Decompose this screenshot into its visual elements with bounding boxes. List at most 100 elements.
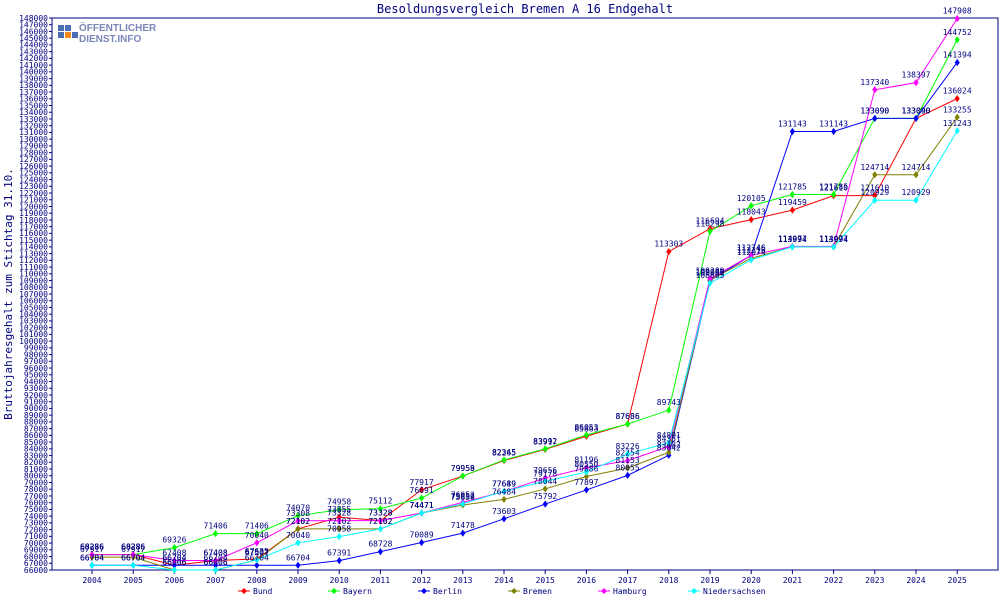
y-tick-label: 147000	[19, 21, 48, 30]
y-tick-label: 70000	[24, 539, 48, 548]
y-tick-label: 144000	[19, 41, 48, 50]
data-label: 136024	[943, 87, 972, 96]
data-label: 114077	[819, 234, 848, 243]
y-tick-label: 121000	[19, 196, 48, 205]
data-point	[460, 529, 466, 537]
data-point	[789, 243, 795, 251]
y-tick-label: 120000	[19, 202, 48, 211]
data-label: 76484	[492, 487, 516, 496]
y-tick-label: 76000	[24, 498, 48, 507]
y-tick-label: 118000	[19, 216, 48, 225]
data-label: 69326	[162, 536, 186, 545]
y-tick-label: 145000	[19, 34, 48, 43]
data-label: 66704	[162, 553, 186, 562]
x-tick-label: 2018	[659, 576, 678, 585]
y-tick-label: 91000	[24, 398, 48, 407]
y-tick-label: 148000	[19, 14, 48, 23]
y-tick-label: 109000	[19, 276, 48, 285]
data-label: 120105	[737, 194, 766, 203]
y-tick-label: 125000	[19, 169, 48, 178]
data-point	[295, 561, 301, 569]
x-tick-label: 2012	[412, 576, 431, 585]
data-label: 109289	[696, 267, 725, 276]
x-tick-label: 2017	[618, 576, 637, 585]
data-label: 68286	[121, 543, 145, 552]
data-point	[583, 431, 589, 439]
data-point	[336, 525, 342, 533]
y-tick-label: 100000	[19, 337, 48, 346]
data-point	[213, 530, 219, 538]
logo-line1: ÖFFENTLICHER	[79, 23, 157, 34]
data-label: 81153	[616, 456, 640, 465]
y-tick-label: 107000	[19, 290, 48, 299]
y-tick-label: 102000	[19, 323, 48, 332]
y-tick-label: 137000	[19, 88, 48, 97]
data-label: 73308	[286, 509, 310, 518]
data-point	[542, 500, 548, 508]
data-point	[336, 533, 342, 541]
data-label: 77689	[492, 479, 516, 488]
data-label: 66704	[80, 553, 104, 562]
x-tick-label: 2025	[948, 576, 967, 585]
data-label: 121610	[819, 184, 848, 193]
data-label: 74958	[327, 498, 351, 507]
data-point	[831, 190, 837, 199]
data-label: 66006	[204, 558, 228, 567]
y-tick-label: 85000	[24, 438, 48, 447]
y-tick-label: 71000	[24, 532, 48, 541]
data-label: 74070	[286, 504, 310, 513]
data-label: 73328	[368, 509, 392, 518]
data-point	[254, 556, 260, 564]
legend-label: Berlin	[433, 587, 462, 596]
data-label: 80550	[574, 460, 598, 469]
data-label: 85863	[574, 424, 598, 433]
y-tick-label: 105000	[19, 303, 48, 312]
x-tick-label: 2006	[165, 576, 184, 585]
y-tick-label: 138000	[19, 81, 48, 90]
y-tick-label: 98000	[24, 350, 48, 359]
data-label: 138397	[902, 71, 931, 80]
x-tick-label: 2011	[371, 576, 390, 585]
data-label: 67507	[245, 548, 269, 557]
y-tick-label: 133000	[19, 115, 48, 124]
data-label: 108605	[696, 271, 725, 280]
y-tick-label: 79000	[24, 478, 48, 487]
data-label: 131143	[778, 119, 807, 128]
data-label: 67917	[80, 545, 104, 554]
data-point	[748, 202, 754, 210]
data-point	[419, 509, 425, 517]
plot-frame	[51, 17, 999, 571]
data-point	[419, 486, 425, 494]
y-tick-label: 126000	[19, 162, 48, 171]
chart-title: Besoldungsvergleich Bremen A 16 Endgehal…	[377, 2, 673, 16]
data-label: 89743	[657, 398, 681, 407]
data-label: 144752	[943, 28, 972, 37]
data-label: 79959	[451, 464, 475, 473]
data-point	[872, 114, 878, 122]
data-label: 137340	[860, 78, 889, 87]
data-point	[336, 517, 342, 525]
y-tick-label: 129000	[19, 142, 48, 151]
data-label: 75659	[451, 493, 475, 502]
data-label: 114077	[778, 234, 807, 243]
data-label: 74471	[410, 501, 434, 510]
y-tick-label: 86000	[24, 431, 48, 440]
series-line-niedersachsen	[92, 130, 958, 571]
y-tick-label: 114000	[19, 243, 48, 252]
y-tick-label: 141000	[19, 61, 48, 70]
data-label: 71406	[204, 522, 228, 531]
data-label: 84891	[657, 431, 681, 440]
y-tick-label: 77000	[24, 492, 48, 501]
y-tick-label: 128000	[19, 148, 48, 157]
data-point	[501, 487, 507, 495]
data-label: 112746	[737, 243, 766, 252]
y-tick-label: 123000	[19, 182, 48, 191]
data-point	[666, 439, 672, 447]
data-point	[377, 548, 383, 556]
data-point	[336, 557, 342, 565]
y-tick-label: 132000	[19, 122, 48, 131]
data-label: 67635	[245, 547, 269, 556]
data-label: 77917	[410, 478, 434, 487]
data-label: 68728	[368, 540, 392, 549]
data-label: 81196	[574, 456, 598, 465]
